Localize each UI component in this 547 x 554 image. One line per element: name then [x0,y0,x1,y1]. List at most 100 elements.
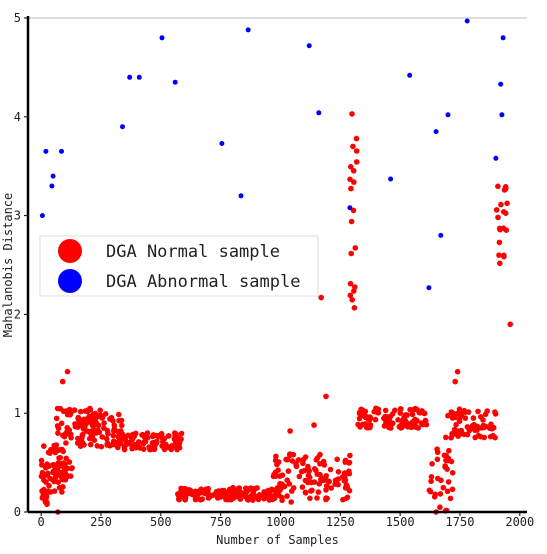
x-tick-label: 1000 [266,515,295,529]
normal-sample-point [91,437,98,444]
normal-sample-point [346,487,353,494]
normal-sample-point [445,479,452,485]
normal-sample-point [451,414,458,421]
x-tick-label: 2000 [505,515,534,529]
normal-sample-point [327,466,334,473]
normal-sample-point [226,493,233,500]
normal-sample-point [352,245,359,251]
normal-sample-point [96,429,103,436]
normal-sample-point [438,477,444,484]
abnormal-sample-point [238,193,244,199]
normal-sample-point [387,413,394,420]
normal-sample-point [397,406,404,412]
normal-sample-point [429,461,435,467]
abnormal-sample-point [438,232,444,238]
abnormal-sample-point [59,148,64,154]
normal-sample-point [38,457,45,464]
normal-sample-point [350,143,356,150]
normal-sample-point [305,467,312,473]
normal-sample-point [437,491,444,497]
normal-sample-point [314,455,321,461]
normal-sample-point [68,465,75,472]
abnormal-sample-point [498,81,504,87]
normal-sample-point [54,463,61,470]
normal-sample-point [186,490,193,497]
x-axis-title: Number of Samples [216,533,339,547]
normal-sample-point [98,443,105,450]
normal-sample-point [495,183,501,190]
normal-sample-point [412,405,419,412]
normal-sample-point [408,424,415,431]
normal-sample-point [302,489,309,496]
normal-sample-point [470,423,477,430]
legend-label-abnormal: DGA Abnormal sample [106,272,300,292]
normal-sample-point [449,430,455,437]
normal-sample-point [314,495,320,501]
legend-label-normal: DGA Normal sample [106,242,280,262]
normal-sample-point [55,425,62,432]
normal-sample-point [77,408,84,415]
normal-sample-point [442,464,449,470]
normal-sample-point [351,179,357,185]
normal-sample-point [502,186,508,193]
normal-sample-point [67,473,74,480]
normal-sample-point [203,490,209,497]
normal-sample-point [116,411,122,418]
abnormal-sample-point [388,176,394,182]
normal-sample-point [92,416,99,423]
normal-sample-point [288,499,295,505]
normal-sample-point [242,489,249,496]
normal-sample-point [43,499,50,505]
normal-sample-point [108,414,115,421]
normal-sample-point [266,489,273,495]
abnormal-sample-point [433,129,439,135]
normal-sample-point [77,437,83,443]
normal-sample-point [375,406,382,413]
normal-sample-point [238,489,245,496]
normal-sample-point [497,226,503,233]
normal-sample-point [205,495,212,501]
normal-sample-point [311,422,317,428]
normal-sample-point [281,483,288,490]
normal-sample-point [400,423,407,429]
normal-sample-point [64,368,71,375]
normal-sample-point [55,430,61,436]
normal-sample-point [90,411,96,418]
normal-sample-point [277,481,283,487]
normal-sample-point [105,430,111,437]
normal-sample-point [444,488,451,495]
normal-sample-point [353,148,360,154]
normal-sample-point [55,479,61,486]
normal-sample-point [496,239,503,246]
normal-sample-point [323,483,330,489]
normal-sample-point [95,422,102,429]
normal-sample-point [335,481,341,488]
abnormal-sample-point [159,35,165,41]
y-tick-label: 1 [14,406,21,420]
abnormal-sample-point [49,183,55,189]
normal-sample-point [395,417,401,423]
normal-sample-point [458,412,465,419]
normal-sample-point [53,442,60,448]
legend-swatch-normal [58,239,82,263]
normal-sample-point [352,284,358,290]
normal-sample-point [318,294,325,301]
normal-sample-point [316,481,323,487]
normal-sample-point [348,185,354,192]
normal-sample-point [76,420,83,427]
normal-sample-point [452,378,459,385]
normal-sample-point [284,477,291,484]
normal-sample-point [413,417,420,424]
normal-sample-point [91,430,98,436]
normal-sample-point [99,414,106,421]
normal-sample-point [119,422,125,429]
normal-sample-point [139,431,146,438]
normal-sample-point [423,421,430,428]
normal-sample-point [299,484,306,490]
abnormal-sample-point [43,148,49,154]
normal-sample-point [84,418,91,424]
normal-sample-point [498,201,504,208]
y-tick-label: 4 [14,110,21,124]
abnormal-sample-point [136,74,142,80]
